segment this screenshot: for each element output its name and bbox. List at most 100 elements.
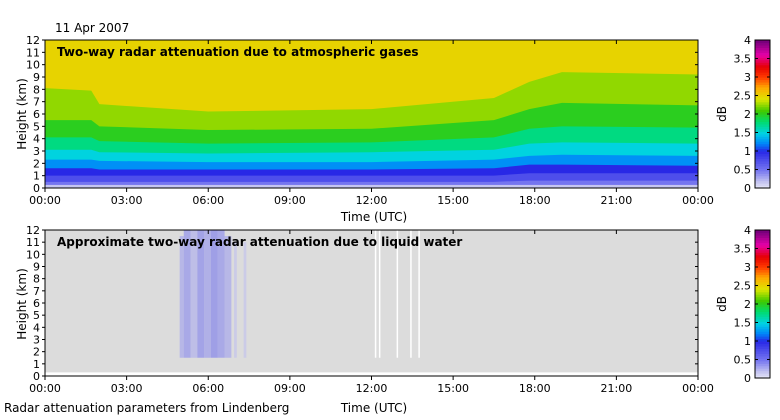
colorbar-swatch (755, 331, 770, 335)
x-tick-label: 03:00 (111, 194, 143, 207)
y-tick-label: 7 (33, 96, 40, 109)
colorbar-swatch (755, 111, 770, 115)
date-label: 11 Apr 2007 (55, 21, 129, 35)
attenuation-column (183, 230, 191, 358)
colorbar-swatch (755, 286, 770, 290)
colorbar-swatch (755, 368, 770, 372)
colorbar-tick-label: 2.5 (734, 90, 752, 103)
colorbar-swatch (755, 358, 770, 362)
colorbar-swatch (755, 121, 770, 125)
colorbar-label-liquid: dB (715, 296, 729, 312)
y-tick-label: 12 (26, 224, 40, 237)
colorbar-swatch (755, 311, 770, 315)
colorbar-swatch (755, 323, 770, 327)
ylabel-gas: Height (km) (15, 78, 29, 149)
x-tick-label: 00:00 (682, 194, 714, 207)
y-tick-label: 9 (33, 261, 40, 274)
colorbar-swatch (755, 249, 770, 253)
colorbar-swatch (755, 131, 770, 135)
colorbar-swatch (755, 284, 770, 288)
x-tick-label: 21:00 (601, 382, 633, 395)
colorbar-swatch (755, 313, 770, 317)
heatmap-gas (45, 40, 698, 188)
colorbar-swatch (755, 126, 770, 130)
colorbar-swatch (755, 328, 770, 332)
colorbar-swatch (755, 365, 770, 369)
y-tick-label: 6 (33, 108, 40, 121)
x-tick-label: 00:00 (682, 382, 714, 395)
panel-liquid-attenuation: Approximate two-way radar attenuation du… (15, 224, 771, 415)
colorbar-swatch (755, 101, 770, 105)
colorbar-swatch (755, 86, 770, 90)
x-tick-label: 06:00 (192, 194, 224, 207)
panel-title-gas: Two-way radar attenuation due to atmosph… (57, 45, 419, 59)
colorbar-tick-label: 0.5 (734, 354, 752, 367)
attenuation-column (243, 242, 247, 358)
attenuation-layer-ground (45, 184, 698, 188)
colorbar-swatch (755, 326, 770, 330)
colorbar-swatch (755, 40, 770, 44)
colorbar-swatch (755, 49, 770, 53)
colorbar-swatch (755, 345, 770, 349)
attenuation-column (190, 230, 198, 358)
colorbar-swatch (755, 180, 770, 184)
colorbar-swatch (755, 52, 770, 56)
xlabel-gas: Time (UTC) (340, 210, 407, 224)
colorbar-swatch (755, 262, 770, 266)
colorbar-swatch (755, 123, 770, 127)
colorbar-swatch (755, 69, 770, 73)
colorbar-swatch (755, 118, 770, 122)
colorbar-swatch (755, 296, 770, 300)
colorbar-swatch (755, 128, 770, 132)
colorbar-swatch (755, 163, 770, 167)
colorbar-swatch (755, 155, 770, 159)
colorbar-swatch (755, 158, 770, 162)
colorbar-swatch (755, 141, 770, 145)
colorbar-swatch (755, 160, 770, 164)
y-tick-label: 5 (33, 309, 40, 322)
colorbar-swatch (755, 77, 770, 81)
x-tick-label: 21:00 (601, 194, 633, 207)
x-tick-label: 12:00 (356, 194, 388, 207)
colorbar-swatch (755, 151, 770, 155)
y-tick-label: 4 (33, 321, 40, 334)
colorbar-swatch (755, 47, 770, 51)
y-tick-label: 2 (33, 346, 40, 359)
colorbar-swatch (755, 276, 770, 280)
colorbar-swatch (755, 57, 770, 61)
attenuation-column (224, 236, 232, 358)
colorbar-gas: 0 0.5 1 1.5 2 2.5 3 3.5 4 (734, 34, 771, 195)
x-tick-label: 09:00 (274, 194, 306, 207)
colorbar-swatch (755, 237, 770, 241)
colorbar-swatch (755, 294, 770, 298)
colorbar-swatch (755, 291, 770, 295)
attenuation-column (197, 230, 205, 358)
colorbar-swatch (755, 106, 770, 110)
colorbar-swatch (755, 183, 770, 187)
colorbar-swatch (755, 333, 770, 337)
colorbar-swatch (755, 173, 770, 177)
colorbar-swatch (755, 138, 770, 142)
colorbar-swatch (755, 72, 770, 76)
y-tick-label: 3 (33, 334, 40, 347)
colorbar-swatch (755, 67, 770, 71)
colorbar-swatch (755, 353, 770, 357)
x-tick-label: 00:00 (29, 382, 61, 395)
x-tick-label: 18:00 (519, 382, 551, 395)
xlabel-liquid: Time (UTC) (340, 401, 407, 415)
colorbar-swatch (755, 338, 770, 342)
x-tick-label: 12:00 (356, 382, 388, 395)
colorbar-swatch (755, 343, 770, 347)
colorbar-swatch (755, 254, 770, 258)
colorbar-swatch (755, 44, 770, 48)
x-tick-label: 15:00 (437, 194, 469, 207)
colorbar-liquid: 0 0.5 1 1.5 2 2.5 3 3.5 4 (734, 224, 771, 385)
colorbar-tick-label: 2 (744, 108, 751, 121)
colorbar-swatch (755, 96, 770, 100)
colorbar-swatch (755, 175, 770, 179)
colorbar-swatch (755, 239, 770, 243)
colorbar-swatch (755, 259, 770, 263)
colorbar-swatch (755, 355, 770, 359)
colorbar-tick-label: 1 (744, 145, 751, 158)
